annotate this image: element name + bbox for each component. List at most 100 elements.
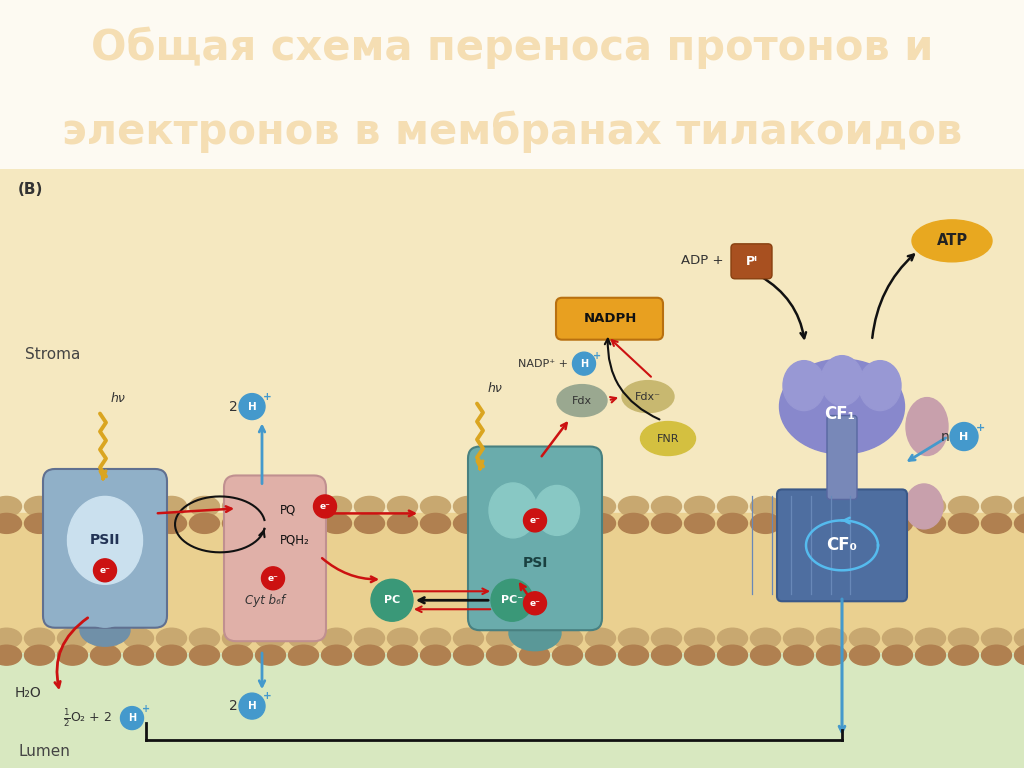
Ellipse shape <box>850 628 880 648</box>
Ellipse shape <box>586 628 615 648</box>
Ellipse shape <box>981 513 1012 533</box>
Text: hν: hν <box>111 392 125 405</box>
Ellipse shape <box>124 645 154 665</box>
Ellipse shape <box>883 513 912 533</box>
Ellipse shape <box>915 513 945 533</box>
Text: +: + <box>976 422 985 432</box>
Ellipse shape <box>622 381 674 412</box>
Ellipse shape <box>222 513 253 533</box>
Ellipse shape <box>387 513 418 533</box>
Circle shape <box>261 567 285 590</box>
Ellipse shape <box>751 496 780 516</box>
Text: $\frac{1}{2}$O₂ + 2: $\frac{1}{2}$O₂ + 2 <box>63 707 113 729</box>
Ellipse shape <box>256 513 286 533</box>
Ellipse shape <box>289 645 318 665</box>
Ellipse shape <box>454 628 483 648</box>
Ellipse shape <box>981 645 1012 665</box>
Text: Cyt b₆f: Cyt b₆f <box>245 594 285 607</box>
Ellipse shape <box>519 645 550 665</box>
Ellipse shape <box>222 496 253 516</box>
Ellipse shape <box>651 628 682 648</box>
Ellipse shape <box>718 496 748 516</box>
Text: PSII: PSII <box>90 533 120 548</box>
Ellipse shape <box>1015 628 1024 648</box>
Ellipse shape <box>906 398 948 455</box>
Ellipse shape <box>189 496 219 516</box>
Text: PSI: PSI <box>522 556 548 571</box>
Ellipse shape <box>289 513 318 533</box>
Ellipse shape <box>0 513 22 533</box>
Ellipse shape <box>684 628 715 648</box>
Ellipse shape <box>981 496 1012 516</box>
Ellipse shape <box>684 496 715 516</box>
Circle shape <box>490 579 534 621</box>
FancyBboxPatch shape <box>224 475 326 641</box>
Ellipse shape <box>486 645 516 665</box>
Ellipse shape <box>651 645 682 665</box>
Ellipse shape <box>850 496 880 516</box>
Ellipse shape <box>684 513 715 533</box>
Ellipse shape <box>751 513 780 533</box>
Ellipse shape <box>751 645 780 665</box>
Ellipse shape <box>421 496 451 516</box>
Ellipse shape <box>618 628 648 648</box>
FancyBboxPatch shape <box>827 415 857 499</box>
Ellipse shape <box>948 496 979 516</box>
Ellipse shape <box>157 513 186 533</box>
Ellipse shape <box>553 645 583 665</box>
Ellipse shape <box>0 645 22 665</box>
Bar <box>0 169 1024 514</box>
Ellipse shape <box>509 616 561 650</box>
Text: NADPH: NADPH <box>584 313 637 325</box>
Ellipse shape <box>486 496 516 516</box>
FancyBboxPatch shape <box>43 469 167 627</box>
FancyBboxPatch shape <box>468 446 602 631</box>
Ellipse shape <box>718 628 748 648</box>
Ellipse shape <box>25 496 54 516</box>
Text: +: + <box>593 351 601 361</box>
Ellipse shape <box>905 484 943 529</box>
Ellipse shape <box>915 496 945 516</box>
Text: ATP: ATP <box>936 233 968 248</box>
Ellipse shape <box>322 513 351 533</box>
Ellipse shape <box>157 628 186 648</box>
Ellipse shape <box>883 645 912 665</box>
Text: n: n <box>941 429 950 444</box>
Text: 2: 2 <box>229 399 238 414</box>
Text: e⁻: e⁻ <box>99 566 111 574</box>
Ellipse shape <box>850 645 880 665</box>
Ellipse shape <box>57 645 87 665</box>
Ellipse shape <box>454 496 483 516</box>
Ellipse shape <box>486 513 516 533</box>
Ellipse shape <box>289 496 318 516</box>
Ellipse shape <box>454 513 483 533</box>
Text: NADP⁺ +: NADP⁺ + <box>518 359 568 369</box>
Circle shape <box>523 592 547 614</box>
Ellipse shape <box>783 513 813 533</box>
Ellipse shape <box>57 496 87 516</box>
Ellipse shape <box>850 513 880 533</box>
Ellipse shape <box>618 645 648 665</box>
Ellipse shape <box>354 513 384 533</box>
FancyBboxPatch shape <box>556 298 663 339</box>
Text: e⁻: e⁻ <box>267 574 279 583</box>
Ellipse shape <box>90 513 121 533</box>
FancyBboxPatch shape <box>777 489 907 601</box>
Text: Fdx⁻: Fdx⁻ <box>635 392 662 402</box>
Ellipse shape <box>915 645 945 665</box>
Ellipse shape <box>883 496 912 516</box>
Ellipse shape <box>519 628 550 648</box>
Ellipse shape <box>256 645 286 665</box>
Text: ADP +: ADP + <box>681 254 723 267</box>
Ellipse shape <box>157 645 186 665</box>
Ellipse shape <box>57 628 87 648</box>
Ellipse shape <box>751 628 780 648</box>
Text: (B): (B) <box>18 182 43 197</box>
Ellipse shape <box>387 496 418 516</box>
Text: H: H <box>959 432 969 442</box>
Ellipse shape <box>86 599 124 627</box>
Text: Stroma: Stroma <box>25 346 80 362</box>
Ellipse shape <box>948 645 979 665</box>
Ellipse shape <box>421 628 451 648</box>
Ellipse shape <box>421 513 451 533</box>
